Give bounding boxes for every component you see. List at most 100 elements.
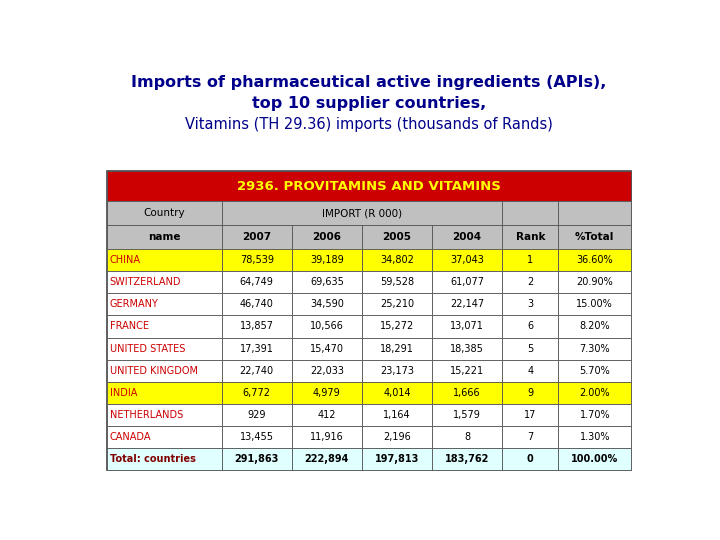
Text: name: name <box>148 232 181 242</box>
Text: FRANCE: FRANCE <box>109 321 148 332</box>
Text: 7: 7 <box>527 432 534 442</box>
Bar <box>107 315 222 338</box>
Bar <box>362 225 432 249</box>
Text: 34,802: 34,802 <box>380 255 414 265</box>
Text: CHINA: CHINA <box>109 255 140 265</box>
Text: 18,291: 18,291 <box>380 343 414 354</box>
Bar <box>503 338 558 360</box>
Bar <box>222 448 292 470</box>
Text: 61,077: 61,077 <box>450 277 484 287</box>
Text: 13,857: 13,857 <box>240 321 274 332</box>
Text: %Total: %Total <box>575 232 614 242</box>
Bar <box>222 201 503 225</box>
Bar <box>292 293 362 315</box>
Bar <box>222 404 292 426</box>
Text: UNITED KINGDOM: UNITED KINGDOM <box>109 366 197 376</box>
Text: Total: countries: Total: countries <box>109 454 195 464</box>
Text: 10,566: 10,566 <box>310 321 344 332</box>
Bar <box>558 315 631 338</box>
Bar <box>558 360 631 382</box>
Bar <box>222 360 292 382</box>
Bar <box>432 293 503 315</box>
Bar <box>107 249 222 271</box>
Text: 2005: 2005 <box>382 232 412 242</box>
Text: Imports of pharmaceutical active ingredients (APIs),: Imports of pharmaceutical active ingredi… <box>131 75 607 90</box>
Bar <box>558 382 631 404</box>
Bar <box>432 271 503 293</box>
Bar <box>362 315 432 338</box>
Bar <box>558 338 631 360</box>
Text: IMPORT (R 000): IMPORT (R 000) <box>322 208 402 218</box>
Bar <box>432 426 503 448</box>
Bar <box>107 171 631 470</box>
Bar <box>503 201 558 225</box>
Bar <box>222 426 292 448</box>
Text: 22,033: 22,033 <box>310 366 344 376</box>
Text: 1.30%: 1.30% <box>580 432 610 442</box>
Text: SWITZERLAND: SWITZERLAND <box>109 277 181 287</box>
Bar <box>432 315 503 338</box>
Bar <box>558 225 631 249</box>
Bar <box>107 201 222 225</box>
Bar <box>222 382 292 404</box>
Text: 2007: 2007 <box>242 232 271 242</box>
Text: 8.20%: 8.20% <box>580 321 610 332</box>
Text: 4: 4 <box>527 366 534 376</box>
Bar <box>558 426 631 448</box>
Text: 2,196: 2,196 <box>383 432 411 442</box>
Text: 17: 17 <box>524 410 536 420</box>
Bar <box>292 271 362 293</box>
Bar <box>362 249 432 271</box>
Text: 1.70%: 1.70% <box>580 410 610 420</box>
Text: 4,979: 4,979 <box>313 388 341 398</box>
Bar <box>292 225 362 249</box>
Text: 2.00%: 2.00% <box>580 388 610 398</box>
Bar <box>107 293 222 315</box>
Bar <box>292 426 362 448</box>
Bar <box>432 404 503 426</box>
Bar <box>222 293 292 315</box>
Text: 6,772: 6,772 <box>243 388 271 398</box>
Text: 100.00%: 100.00% <box>571 454 618 464</box>
Text: NETHERLANDS: NETHERLANDS <box>109 410 183 420</box>
Text: UNITED STATES: UNITED STATES <box>109 343 185 354</box>
Bar <box>503 271 558 293</box>
Text: 46,740: 46,740 <box>240 299 274 309</box>
Text: 15,272: 15,272 <box>380 321 414 332</box>
Bar <box>503 382 558 404</box>
Text: 6: 6 <box>527 321 534 332</box>
Text: 1: 1 <box>527 255 534 265</box>
Bar <box>503 360 558 382</box>
Text: 13,071: 13,071 <box>450 321 484 332</box>
Bar <box>432 249 503 271</box>
Bar <box>432 225 503 249</box>
Bar <box>362 382 432 404</box>
Text: 929: 929 <box>248 410 266 420</box>
Text: 39,189: 39,189 <box>310 255 344 265</box>
Text: 0: 0 <box>527 454 534 464</box>
Text: 11,916: 11,916 <box>310 432 344 442</box>
Bar <box>503 426 558 448</box>
Text: 1,164: 1,164 <box>383 410 411 420</box>
Bar <box>362 360 432 382</box>
Text: 2006: 2006 <box>312 232 341 242</box>
Text: 412: 412 <box>318 410 336 420</box>
Bar <box>292 404 362 426</box>
Bar <box>107 338 222 360</box>
Text: Rank: Rank <box>516 232 545 242</box>
Text: 34,590: 34,590 <box>310 299 344 309</box>
Text: CANADA: CANADA <box>109 432 151 442</box>
Bar <box>362 404 432 426</box>
Text: 59,528: 59,528 <box>380 277 414 287</box>
Bar <box>107 271 222 293</box>
Text: 8: 8 <box>464 432 470 442</box>
Bar <box>503 404 558 426</box>
Bar <box>292 315 362 338</box>
Bar <box>362 271 432 293</box>
Text: Vitamins (TH 29.36) imports (thousands of Rands): Vitamins (TH 29.36) imports (thousands o… <box>185 117 553 132</box>
Bar <box>558 293 631 315</box>
Text: 22,147: 22,147 <box>450 299 485 309</box>
Bar <box>222 315 292 338</box>
Bar <box>222 225 292 249</box>
Text: 17,391: 17,391 <box>240 343 274 354</box>
